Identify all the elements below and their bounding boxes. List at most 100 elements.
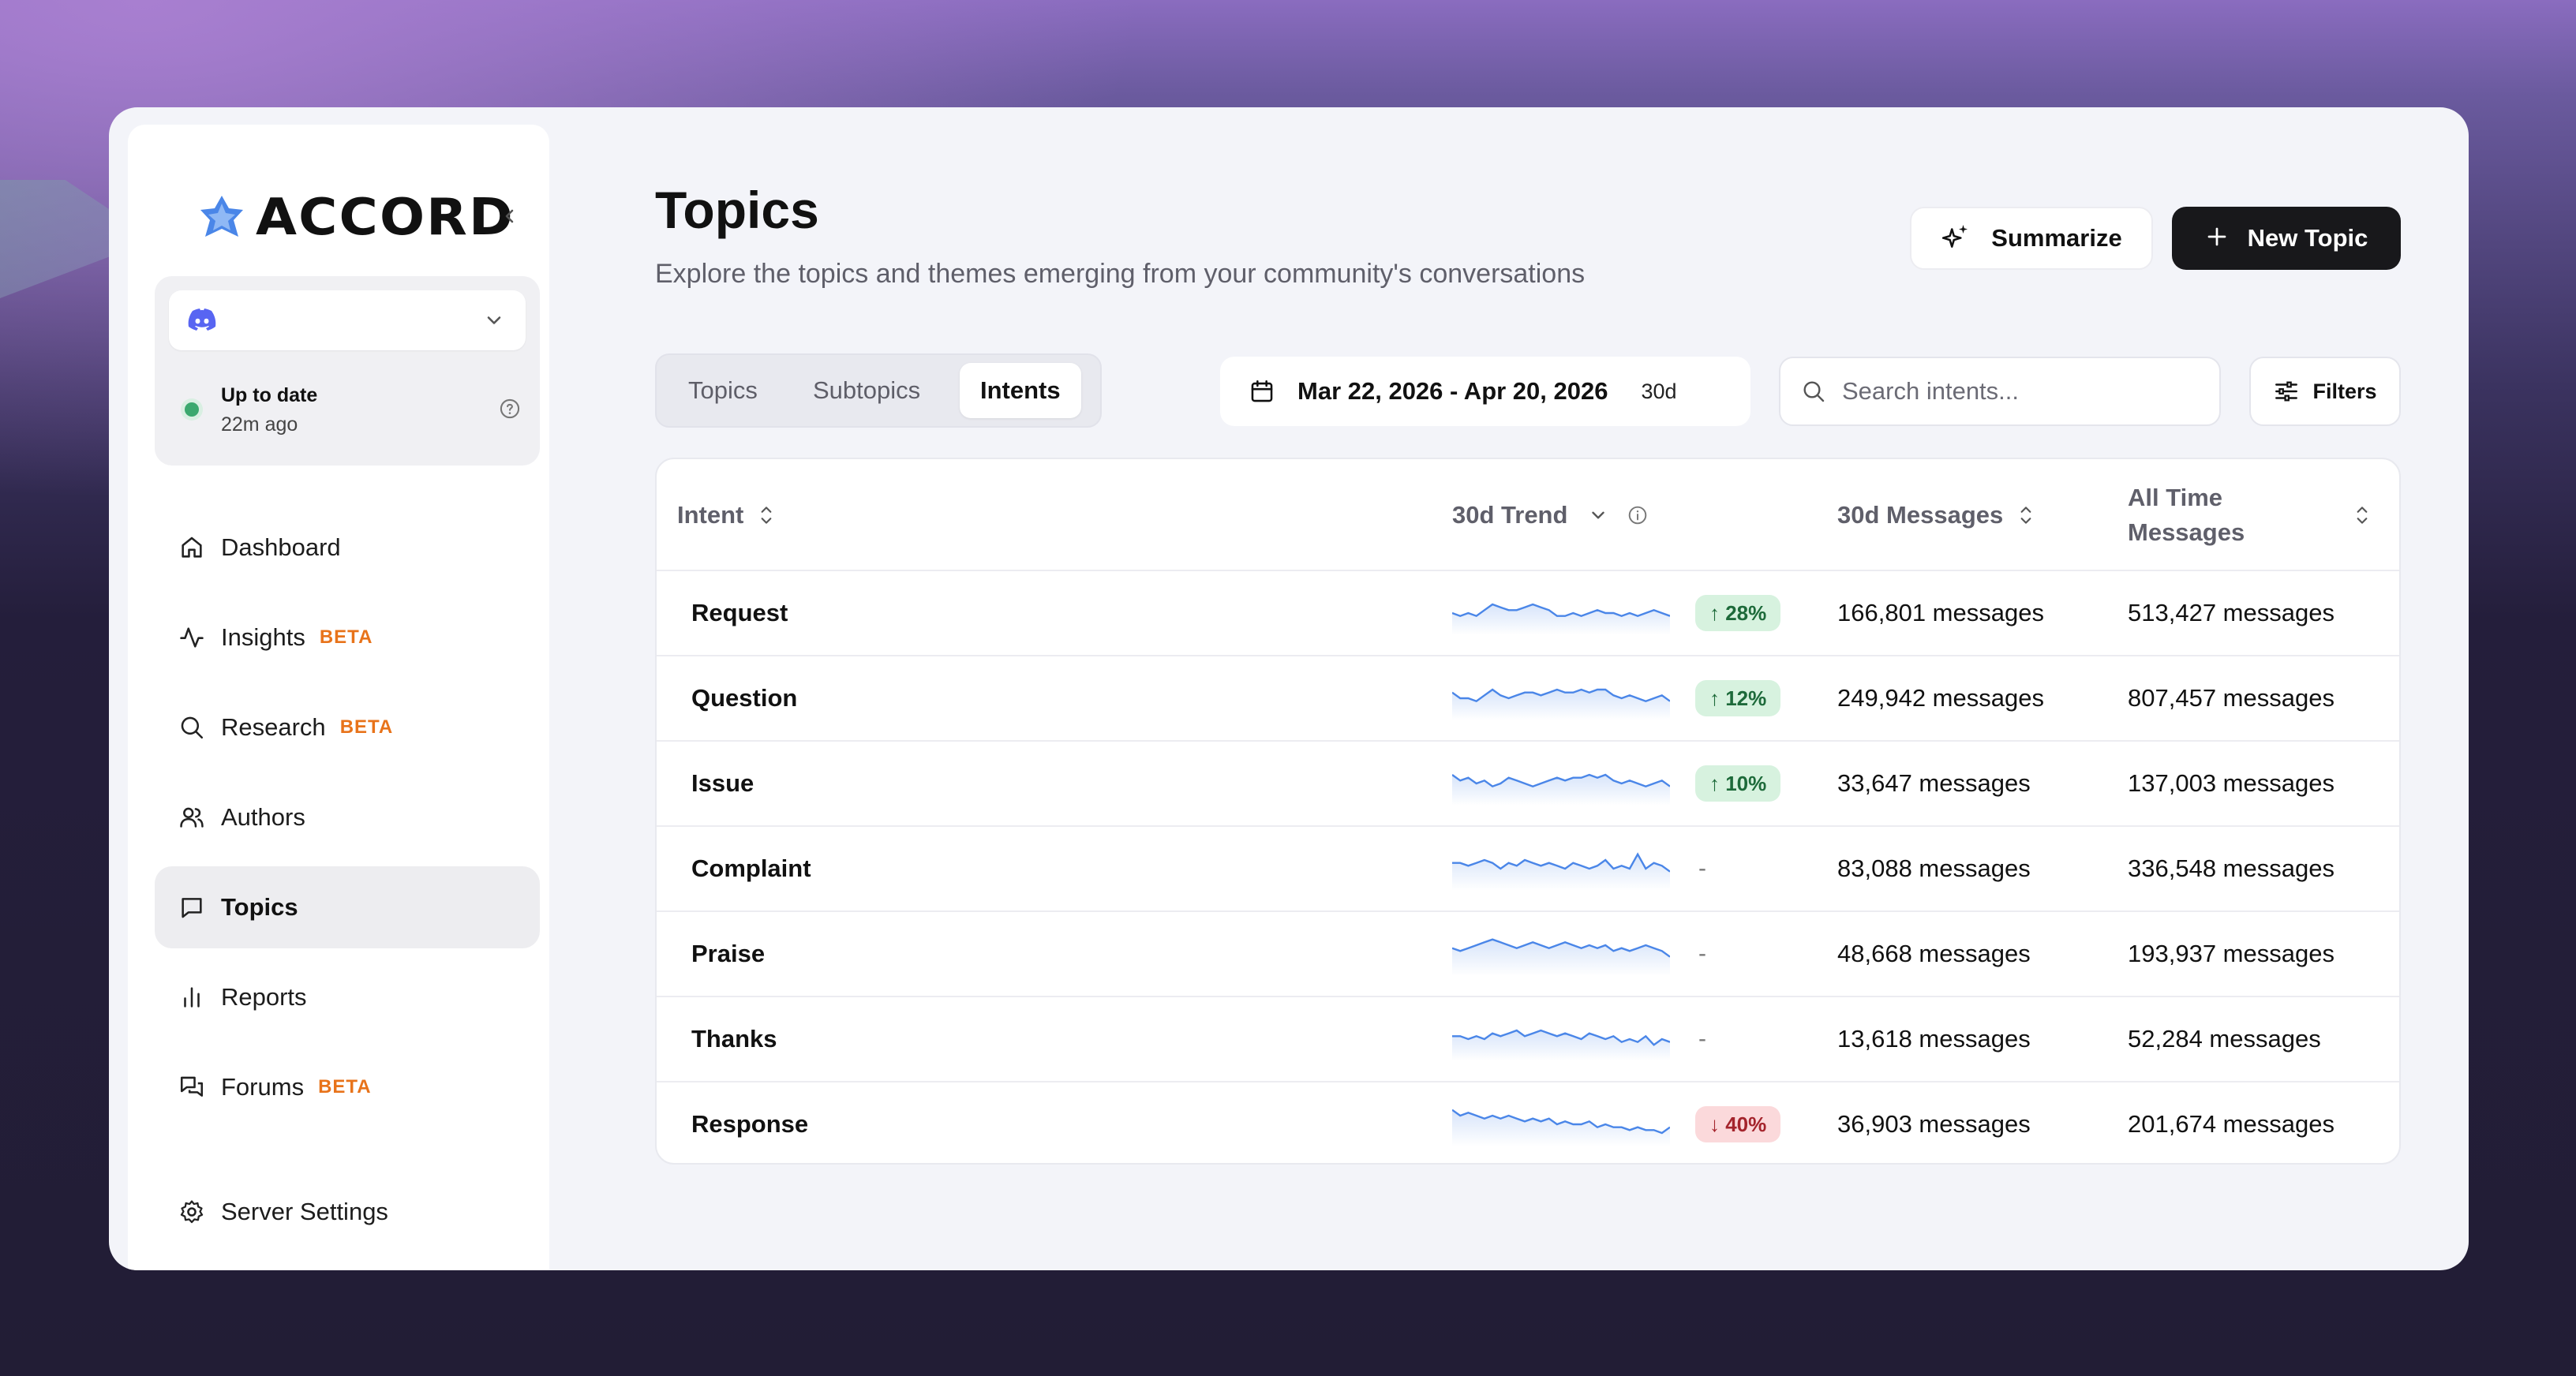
intent-name: Praise bbox=[691, 940, 766, 967]
nav-item-server-settings[interactable]: Server Settings bbox=[155, 1171, 540, 1253]
trend-change-empty: - bbox=[1698, 940, 1706, 967]
period-value: 30d bbox=[1641, 379, 1677, 403]
filters-label: Filters bbox=[2312, 379, 2377, 403]
nav-item-forums[interactable]: Forums BETA bbox=[155, 1046, 540, 1128]
activity-icon bbox=[178, 624, 210, 651]
table-row[interactable]: Request ↑ 28% 166,801 messages 513,427 mess… bbox=[657, 570, 2399, 655]
sparkline-line bbox=[1452, 938, 1670, 958]
nav-label: Topics bbox=[221, 893, 298, 921]
column-header-intent[interactable]: Intent bbox=[677, 459, 777, 571]
messages-all-time: 336,548 messages bbox=[2128, 854, 2334, 882]
column-header-30d-messages[interactable]: 30d Messages bbox=[1837, 459, 2036, 571]
nav-item-insights[interactable]: Insights BETA bbox=[155, 596, 540, 679]
search-input[interactable] bbox=[1840, 376, 2191, 406]
trend-change-empty: - bbox=[1698, 1026, 1706, 1052]
nav-label: Insights bbox=[221, 623, 305, 651]
app-name: ACCORD bbox=[256, 189, 515, 247]
sliders-icon bbox=[2273, 378, 2300, 405]
intent-name: Complaint bbox=[691, 854, 811, 882]
info-icon[interactable] bbox=[1627, 505, 1648, 525]
messages-30d: 13,618 messages bbox=[1837, 1025, 2031, 1053]
intent-name: Question bbox=[691, 684, 798, 712]
column-header-trend[interactable]: 30d Trend bbox=[1452, 459, 1648, 571]
table-row[interactable]: Complaint - 83,088 messages 336,548 message… bbox=[657, 825, 2399, 910]
sidebar: ACCORD Up to bbox=[128, 125, 549, 1270]
table-row[interactable]: Question ↑ 12% 249,942 messages 807,457 mes… bbox=[657, 655, 2399, 740]
search-box[interactable] bbox=[1779, 357, 2221, 426]
nav-item-research[interactable]: Research BETA bbox=[155, 686, 540, 768]
app-logo[interactable]: ACCORD bbox=[199, 193, 513, 243]
chevron-down-icon bbox=[483, 309, 505, 335]
home-icon bbox=[178, 534, 210, 561]
calendar-icon bbox=[1249, 378, 1275, 405]
sparkline-area bbox=[1452, 775, 1670, 806]
discord-icon bbox=[188, 308, 216, 335]
intents-table: Intent 30d Trend 30d Messages All Time M… bbox=[655, 458, 2401, 1165]
trend-sparkline bbox=[1452, 742, 1670, 825]
date-range-picker[interactable]: Mar 22, 2026 - Apr 20, 2026 30d bbox=[1220, 357, 1750, 426]
gear-icon bbox=[178, 1198, 210, 1225]
nav-item-dashboard[interactable]: Dashboard bbox=[155, 507, 540, 589]
trend-sparkline bbox=[1452, 656, 1670, 740]
users-icon bbox=[178, 804, 210, 831]
server-select[interactable] bbox=[169, 290, 526, 350]
column-header-all-time-messages[interactable]: All Time Messages bbox=[2128, 459, 2372, 571]
intent-name: Issue bbox=[691, 769, 754, 797]
bar-chart-icon bbox=[178, 984, 210, 1011]
plus-icon bbox=[2205, 225, 2229, 252]
sparkline-line bbox=[1452, 603, 1670, 618]
sort-icon bbox=[756, 503, 777, 528]
trend-sparkline bbox=[1452, 827, 1670, 910]
intent-name: Response bbox=[691, 1110, 809, 1138]
messages-30d: 33,647 messages bbox=[1837, 769, 2031, 797]
nav-item-topics[interactable]: Topics bbox=[155, 866, 540, 948]
chevron-left-icon bbox=[500, 207, 519, 230]
search-icon bbox=[178, 714, 210, 741]
search-icon bbox=[1801, 379, 1826, 404]
nav-item-reports[interactable]: Reports bbox=[155, 956, 540, 1038]
filters-button[interactable]: Filters bbox=[2249, 357, 2401, 426]
column-label: 30d Trend bbox=[1452, 501, 1568, 529]
date-range-value: Mar 22, 2026 - Apr 20, 2026 bbox=[1297, 377, 1608, 405]
messages-all-time: 52,284 messages bbox=[2128, 1025, 2321, 1053]
trend-change-badge: ↓ 40% bbox=[1695, 1106, 1781, 1142]
summarize-button[interactable]: Summarize bbox=[1910, 207, 2153, 270]
nav-label: Reports bbox=[221, 983, 307, 1011]
summarize-label: Summarize bbox=[1991, 224, 2122, 252]
collapse-sidebar-button[interactable] bbox=[491, 199, 529, 237]
new-topic-label: New Topic bbox=[2247, 224, 2368, 252]
sparkline-line bbox=[1452, 688, 1670, 703]
tab-topics[interactable]: Topics bbox=[688, 376, 758, 404]
help-icon[interactable] bbox=[499, 398, 521, 424]
sync-status: Up to date bbox=[221, 384, 318, 406]
messages-all-time: 137,003 messages bbox=[2128, 769, 2334, 797]
trend-sparkline bbox=[1452, 571, 1670, 655]
nav-label: Research bbox=[221, 713, 326, 741]
trend-sparkline bbox=[1452, 912, 1670, 996]
trend-change-badge: ↑ 28% bbox=[1695, 595, 1781, 631]
sparkline-area bbox=[1452, 854, 1670, 891]
messages-icon bbox=[178, 1074, 210, 1101]
nav-item-authors[interactable]: Authors bbox=[155, 776, 540, 858]
nav-label: Authors bbox=[221, 803, 305, 831]
messages-30d: 83,088 messages bbox=[1837, 854, 2031, 882]
messages-30d: 48,668 messages bbox=[1837, 940, 2031, 967]
tab-intents[interactable]: Intents bbox=[960, 363, 1081, 418]
messages-all-time: 193,937 messages bbox=[2128, 940, 2334, 967]
column-label: All Time Messages bbox=[2128, 484, 2245, 546]
messages-30d: 36,903 messages bbox=[1837, 1110, 2031, 1138]
sparkline-line bbox=[1452, 773, 1670, 788]
tab-subtopics[interactable]: Subtopics bbox=[813, 376, 921, 404]
table-row[interactable]: Thanks - 13,618 messages 52,284 messages bbox=[657, 996, 2399, 1081]
accord-logo-icon bbox=[199, 194, 245, 242]
table-row[interactable]: Issue ↑ 10% 33,647 messages 137,003 message… bbox=[657, 740, 2399, 825]
table-row[interactable]: Praise - 48,668 messages 193,937 messages bbox=[657, 910, 2399, 996]
table-row[interactable]: Response ↓ 40% 36,903 messages 201,674 mess… bbox=[657, 1081, 2399, 1163]
new-topic-button[interactable]: New Topic bbox=[2172, 207, 2401, 270]
sort-icon bbox=[2352, 503, 2372, 528]
messages-30d: 166,801 messages bbox=[1837, 599, 2044, 626]
messages-30d: 249,942 messages bbox=[1837, 684, 2044, 712]
server-card: Up to date 22m ago bbox=[155, 276, 540, 466]
sync-status-dot bbox=[185, 402, 199, 417]
page-title: Topics bbox=[655, 181, 819, 239]
